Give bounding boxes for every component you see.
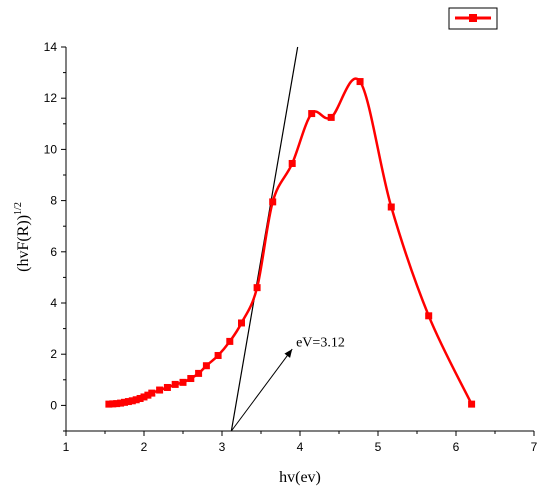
- y-tick-label: 8: [50, 194, 57, 208]
- data-point-marker: [171, 380, 179, 388]
- y-tick-label: 12: [44, 91, 58, 105]
- data-point-marker: [105, 400, 113, 408]
- data-point-marker: [140, 393, 148, 401]
- annotation-arrow-line: [230, 348, 293, 432]
- data-point-marker: [202, 362, 210, 370]
- annotation-label: eV=3.12: [296, 336, 345, 351]
- data-point-marker: [308, 110, 316, 118]
- legend: [448, 7, 498, 30]
- y-tick-label: 4: [50, 296, 57, 310]
- data-point-marker: [148, 389, 156, 397]
- data-point-marker: [327, 113, 335, 121]
- data-point-marker: [288, 159, 296, 167]
- x-tick-label: 5: [375, 440, 382, 454]
- data-point-marker: [144, 391, 152, 399]
- data-point-marker: [113, 400, 121, 408]
- x-tick-label: 3: [219, 440, 226, 454]
- legend-marker: [469, 14, 477, 22]
- data-point-marker: [124, 398, 132, 406]
- data-point-marker: [356, 78, 364, 86]
- data-point-marker: [179, 378, 187, 386]
- data-point-marker: [226, 337, 234, 345]
- y-tick-label: 2: [50, 347, 57, 361]
- data-point-marker: [132, 396, 140, 404]
- data-point-marker: [136, 394, 144, 402]
- data-point-marker: [163, 383, 171, 391]
- series-group: [105, 77, 476, 408]
- data-point-marker: [387, 203, 395, 211]
- data-point-marker: [238, 319, 245, 327]
- annotation-arrow-head: [284, 349, 293, 358]
- data-point-marker: [128, 397, 136, 405]
- data-point-marker: [253, 284, 261, 292]
- data-point-marker: [156, 386, 164, 394]
- data-point-marker: [425, 312, 433, 320]
- x-axis-title: hv(ev): [279, 469, 321, 486]
- y-axis-title-main: (hvF(R)): [15, 215, 32, 272]
- data-point-marker: [195, 369, 203, 377]
- data-point-marker: [214, 351, 222, 359]
- annotation-group: eV=3.12: [230, 336, 345, 432]
- axes: [65, 47, 534, 432]
- data-point-marker: [468, 400, 476, 408]
- y-tick-label: 6: [50, 245, 57, 259]
- y-axis-title: (hvF(R))1/2: [13, 202, 32, 272]
- x-tick-label: 7: [531, 440, 538, 454]
- data-point-marker: [269, 198, 277, 206]
- y-tick-label: 0: [50, 398, 57, 412]
- x-tick-label: 1: [63, 440, 70, 454]
- y-tick-label: 10: [44, 142, 58, 156]
- x-tick-label: 2: [141, 440, 148, 454]
- data-point-marker: [121, 398, 128, 406]
- data-point-marker: [187, 375, 195, 383]
- y-tick-label: 14: [44, 40, 58, 54]
- y-axis-title-superscript: 1/2: [13, 202, 24, 215]
- data-point-marker: [109, 400, 117, 408]
- x-tick-label: 4: [297, 440, 304, 454]
- x-tick-label: 6: [453, 440, 460, 454]
- data-point-marker: [117, 399, 125, 407]
